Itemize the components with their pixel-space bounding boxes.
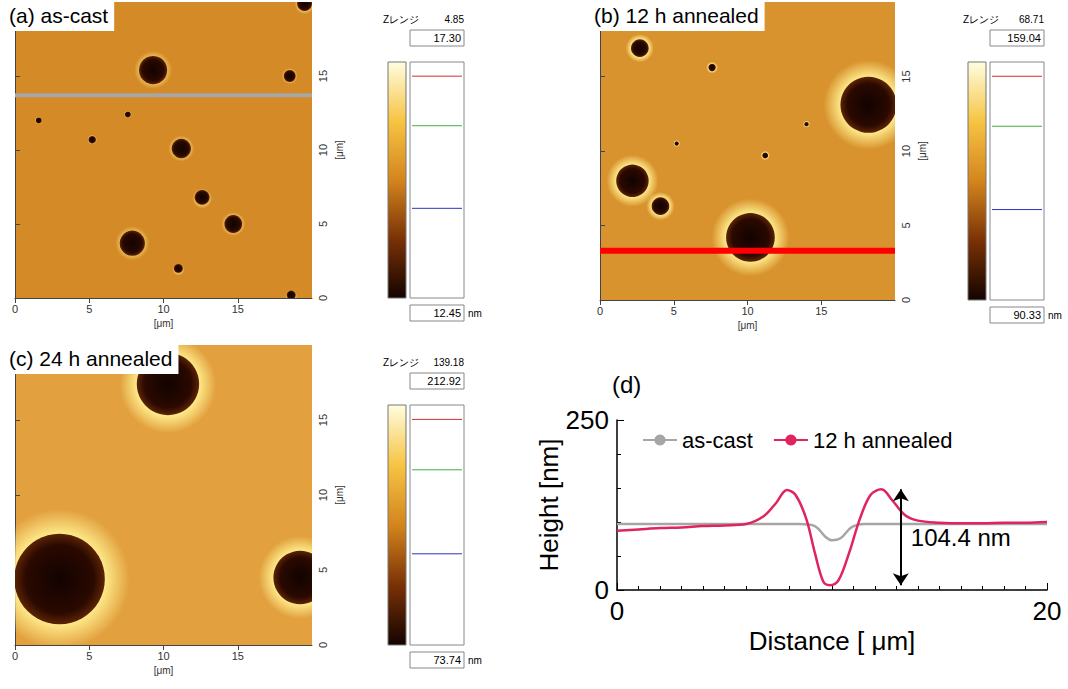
svg-text:5: 5 [86, 650, 92, 662]
svg-text:212.92: 212.92 [427, 375, 461, 387]
svg-text:10: 10 [157, 303, 169, 315]
svg-text:0: 0 [610, 596, 624, 626]
svg-text:15: 15 [317, 414, 329, 426]
svg-text:15: 15 [317, 70, 329, 82]
svg-text:10: 10 [741, 305, 753, 317]
svg-text:nm: nm [468, 308, 482, 319]
svg-text:4.85: 4.85 [445, 14, 465, 25]
svg-text:Zレンジ: Zレンジ [963, 14, 999, 25]
svg-text:10: 10 [157, 650, 169, 662]
svg-text:15: 15 [232, 303, 244, 315]
svg-text:Distance [ μm]: Distance [ μm] [749, 626, 916, 656]
svg-text:(a) as-cast: (a) as-cast [9, 4, 108, 27]
svg-text:0: 0 [12, 650, 18, 662]
svg-text:0: 0 [595, 575, 609, 605]
svg-text:nm: nm [1048, 310, 1062, 321]
svg-text:[μm]: [μm] [154, 665, 174, 676]
svg-text:159.04: 159.04 [1007, 32, 1041, 44]
svg-text:15: 15 [900, 70, 912, 82]
svg-text:15: 15 [815, 305, 827, 317]
svg-text:250: 250 [566, 405, 609, 435]
svg-text:0: 0 [317, 295, 329, 301]
svg-text:nm: nm [468, 655, 482, 666]
svg-text:Zレンジ: Zレンジ [383, 357, 419, 368]
svg-text:as-cast: as-cast [682, 428, 753, 453]
svg-text:0: 0 [12, 303, 18, 315]
svg-text:0: 0 [900, 297, 912, 303]
svg-text:90.33: 90.33 [1013, 309, 1041, 321]
svg-text:20: 20 [1033, 596, 1062, 626]
svg-text:[μm]: [μm] [154, 318, 174, 329]
svg-text:5: 5 [86, 303, 92, 315]
svg-text:139.18: 139.18 [433, 357, 464, 368]
svg-text:5: 5 [671, 305, 677, 317]
svg-text:[μm]: [μm] [334, 485, 345, 505]
svg-text:[μm]: [μm] [738, 320, 758, 331]
svg-text:5: 5 [317, 567, 329, 573]
svg-text:12 h annealed: 12 h annealed [813, 428, 952, 453]
svg-text:(d): (d) [612, 371, 641, 398]
svg-text:104.4 nm: 104.4 nm [911, 524, 1011, 551]
svg-text:10: 10 [317, 144, 329, 156]
svg-text:0: 0 [597, 305, 603, 317]
svg-text:5: 5 [317, 221, 329, 227]
svg-text:[μm]: [μm] [917, 141, 928, 161]
svg-text:68.71: 68.71 [1019, 14, 1044, 25]
svg-text:0: 0 [317, 642, 329, 648]
svg-text:10: 10 [317, 489, 329, 501]
svg-text:[μm]: [μm] [334, 140, 345, 160]
svg-text:17.30: 17.30 [433, 32, 461, 44]
svg-text:12.45: 12.45 [433, 307, 461, 319]
svg-text:5: 5 [900, 222, 912, 228]
svg-text:Height [nm]: Height [nm] [534, 439, 564, 572]
svg-text:73.74: 73.74 [433, 654, 461, 666]
svg-text:10: 10 [900, 145, 912, 157]
svg-text:Zレンジ: Zレンジ [383, 14, 419, 25]
svg-text:(b) 12 h annealed: (b) 12 h annealed [594, 4, 759, 27]
svg-text:(c) 24 h annealed: (c) 24 h annealed [9, 347, 172, 370]
svg-text:15: 15 [232, 650, 244, 662]
